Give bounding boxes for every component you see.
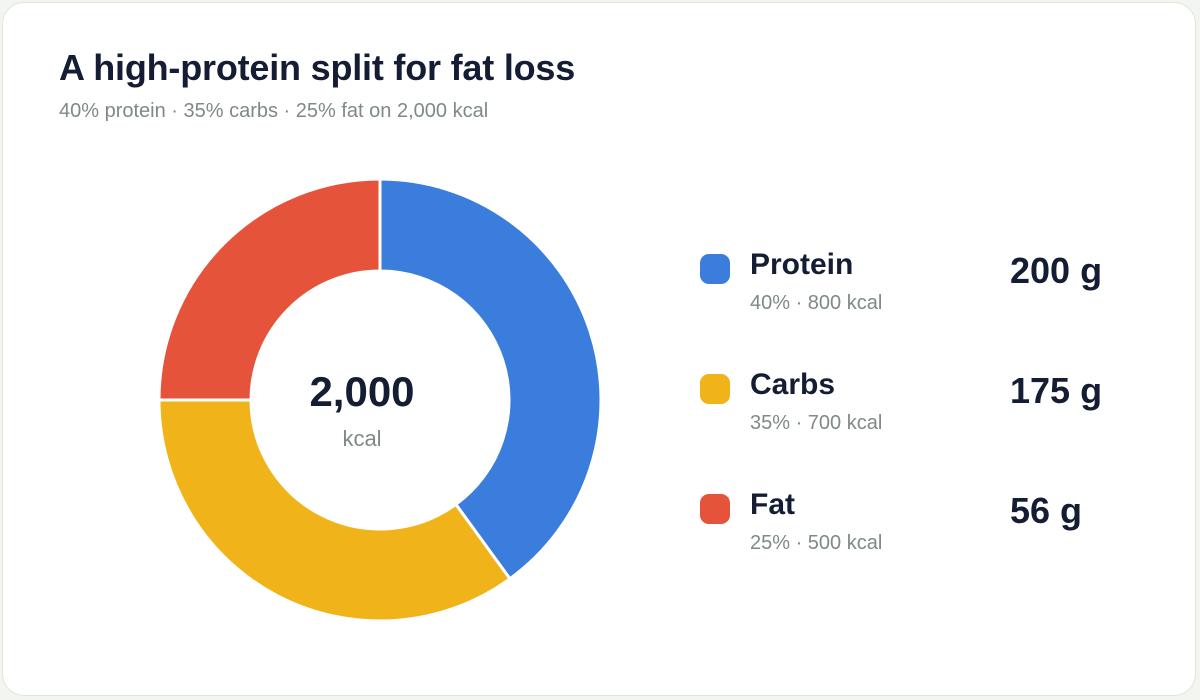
legend-swatch-protein bbox=[700, 254, 730, 284]
donut-slice-fat bbox=[157, 177, 382, 402]
legend-grams-carbs: 175 g bbox=[1010, 370, 1103, 411]
legend-detail-protein: 40% · 800 kcal bbox=[750, 292, 883, 314]
legend-label-protein: Protein bbox=[750, 248, 854, 281]
legend-grams-protein: 200 g bbox=[1010, 250, 1103, 291]
chart-subtitle: 40% protein · 35% carbs · 25% fat on 2,0… bbox=[59, 100, 489, 122]
legend-label-fat: Fat bbox=[750, 488, 795, 521]
donut-slice-protein bbox=[378, 177, 603, 581]
legend-label-carbs: Carbs bbox=[750, 368, 836, 401]
legend-detail-fat: 25% · 500 kcal bbox=[750, 532, 883, 554]
legend-item-protein: Protein 40% · 800 kcal 200 g bbox=[700, 248, 1140, 328]
legend-item-fat: Fat 25% · 500 kcal 56 g bbox=[700, 488, 1140, 568]
legend-grams-fat: 56 g bbox=[1010, 490, 1083, 531]
legend-swatch-carbs bbox=[700, 374, 730, 404]
legend-item-carbs: Carbs 35% · 700 kcal 175 g bbox=[700, 368, 1140, 448]
donut-slice-carbs bbox=[157, 398, 512, 623]
legend-detail-carbs: 35% · 700 kcal bbox=[750, 412, 883, 434]
donut-center-unit: kcal bbox=[342, 426, 382, 451]
donut-center-value: 2,000 bbox=[309, 368, 415, 415]
chart-title: A high-protein split for fat loss bbox=[59, 47, 576, 88]
legend-swatch-fat bbox=[700, 494, 730, 524]
